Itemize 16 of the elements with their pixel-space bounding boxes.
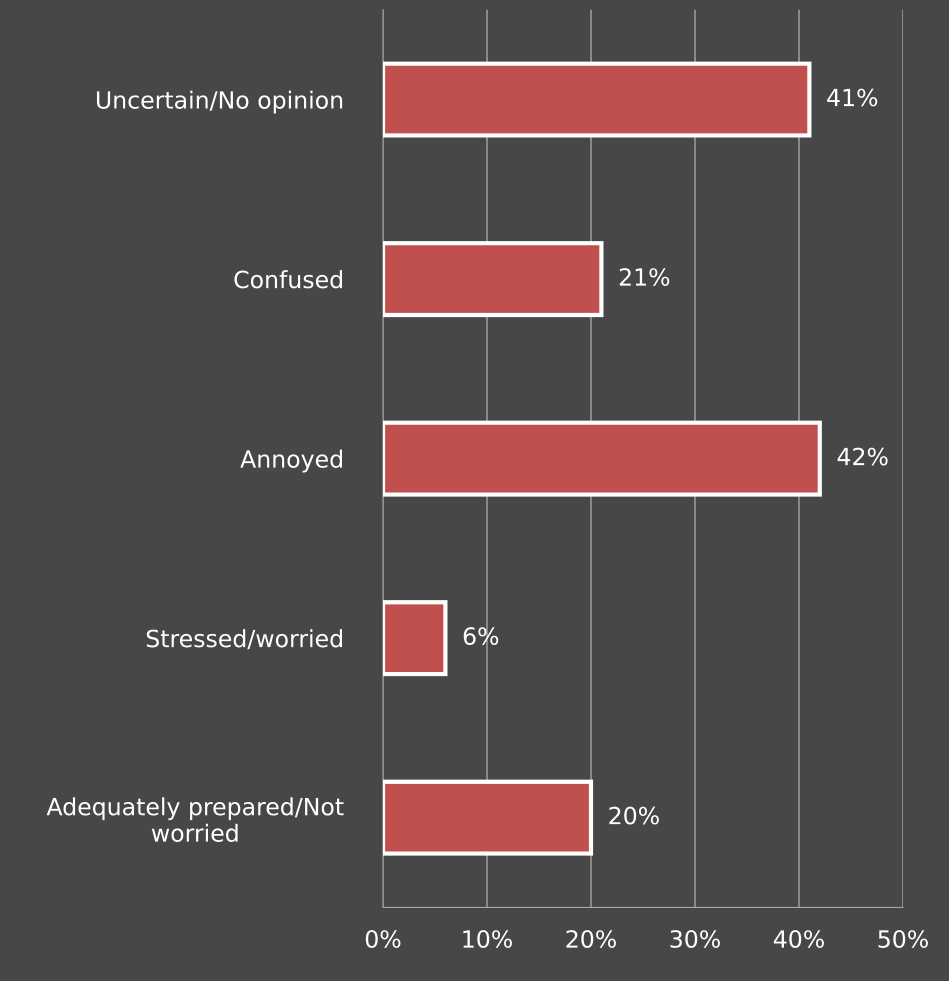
data-label: 21% [620,268,670,286]
x-tick-label: 0% [366,930,400,948]
y-tick-label: Confused [234,270,342,288]
y-tick-label: Adequately prepared/Not worried [46,797,344,842]
x-tick-label: 50% [878,930,928,948]
x-tick-label: 10% [463,930,512,948]
x-tick-label: 20% [566,930,616,948]
data-label: 20% [609,806,659,825]
data-label: 6% [464,627,498,645]
data-label: 42% [838,448,888,466]
x-tick-label: 30% [670,930,720,948]
y-tick-label: Uncertain/No opinion [96,90,342,114]
y-tick-label: Annoyed [240,450,342,472]
x-tick-label: 40% [774,930,824,948]
data-label: 41% [827,88,878,106]
y-tick-label: Stressed/worried [146,629,342,650]
